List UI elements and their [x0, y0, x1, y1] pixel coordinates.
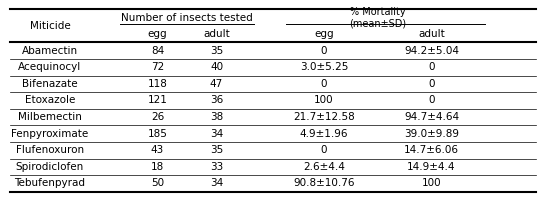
Text: 0: 0 [428, 96, 435, 105]
Text: 21.7±12.58: 21.7±12.58 [293, 112, 355, 122]
Text: 121: 121 [148, 96, 167, 105]
Text: 0: 0 [321, 46, 327, 56]
Text: 94.7±4.64: 94.7±4.64 [404, 112, 459, 122]
Text: 94.2±5.04: 94.2±5.04 [404, 46, 459, 56]
Text: 3.0±5.25: 3.0±5.25 [300, 62, 348, 72]
Text: Bifenazate: Bifenazate [22, 79, 78, 89]
Text: 84: 84 [151, 46, 164, 56]
Text: Tebufenpyrad: Tebufenpyrad [15, 179, 85, 188]
Text: Etoxazole: Etoxazole [25, 96, 75, 105]
Text: Miticide: Miticide [29, 21, 70, 31]
Text: 14.9±4.4: 14.9±4.4 [407, 162, 456, 172]
Text: 50: 50 [151, 179, 164, 188]
Text: 4.9±1.96: 4.9±1.96 [300, 129, 348, 139]
Text: 100: 100 [314, 96, 334, 105]
Text: 26: 26 [151, 112, 164, 122]
Text: 40: 40 [210, 62, 223, 72]
Text: egg: egg [148, 29, 167, 39]
Text: Acequinocyl: Acequinocyl [18, 62, 81, 72]
Text: 0: 0 [321, 145, 327, 155]
Text: Milbemectin: Milbemectin [18, 112, 82, 122]
Text: adult: adult [203, 29, 230, 39]
Text: 18: 18 [151, 162, 164, 172]
Text: 14.7±6.06: 14.7±6.06 [404, 145, 459, 155]
Text: Spirodiclofen: Spirodiclofen [16, 162, 84, 172]
Text: 185: 185 [148, 129, 167, 139]
Text: 118: 118 [148, 79, 167, 89]
Text: 90.8±10.76: 90.8±10.76 [293, 179, 355, 188]
Text: 34: 34 [210, 179, 223, 188]
Text: 0: 0 [428, 62, 435, 72]
Text: 35: 35 [210, 46, 223, 56]
Text: 34: 34 [210, 129, 223, 139]
Text: 39.0±9.89: 39.0±9.89 [404, 129, 459, 139]
Text: 0: 0 [428, 79, 435, 89]
Text: 72: 72 [151, 62, 164, 72]
Text: 100: 100 [421, 179, 441, 188]
Text: egg: egg [314, 29, 334, 39]
Text: 36: 36 [210, 96, 223, 105]
Text: 47: 47 [210, 79, 223, 89]
Text: Abamectin: Abamectin [22, 46, 78, 56]
Text: 33: 33 [210, 162, 223, 172]
Text: 35: 35 [210, 145, 223, 155]
Text: 2.6±4.4: 2.6±4.4 [303, 162, 345, 172]
Text: 43: 43 [151, 145, 164, 155]
Text: 38: 38 [210, 112, 223, 122]
Text: adult: adult [418, 29, 445, 39]
Text: % Mortality
(mean±SD): % Mortality (mean±SD) [349, 7, 406, 28]
Text: 0: 0 [321, 79, 327, 89]
Text: Flufenoxuron: Flufenoxuron [16, 145, 84, 155]
Text: Fenpyroximate: Fenpyroximate [11, 129, 89, 139]
Text: Number of insects tested: Number of insects tested [121, 13, 253, 22]
